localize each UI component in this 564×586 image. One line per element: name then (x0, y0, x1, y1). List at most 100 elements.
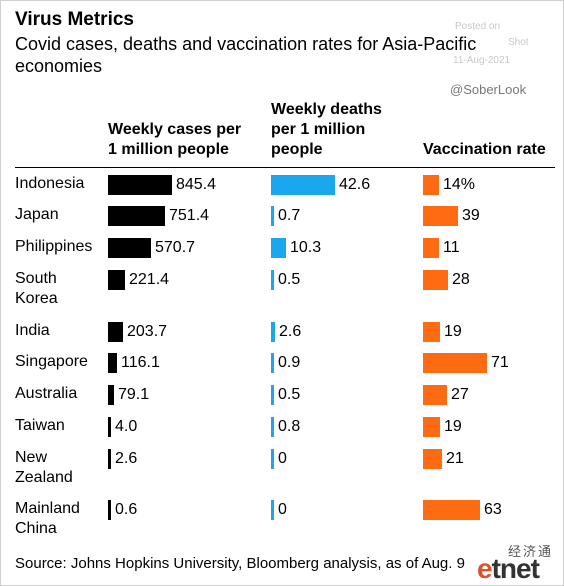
column-header-line: people (271, 141, 323, 158)
bar-series-2 (271, 385, 274, 405)
data-label: 27 (451, 386, 469, 403)
bar-series-3 (423, 322, 440, 342)
bar-series-2 (271, 175, 335, 195)
data-label: 79.1 (118, 386, 150, 403)
bar-series-3 (423, 417, 440, 437)
bar-series-2 (271, 206, 274, 226)
category-label: Mainland China (15, 499, 80, 539)
data-label: 570.7 (155, 239, 196, 256)
column-header-1: Weekly cases per 1 million people (108, 120, 241, 160)
bar-series-1 (108, 417, 111, 437)
bar-series-3 (423, 500, 480, 520)
bar-series-2 (271, 353, 274, 373)
category-label: Singapore (15, 352, 88, 372)
category-label: Indonesia (15, 174, 84, 194)
data-label: 42.6 (339, 176, 371, 193)
data-label: 19 (444, 323, 462, 340)
bar-series-2 (271, 238, 286, 258)
category-label-line: Japan (15, 206, 59, 223)
category-label-line: South (15, 270, 57, 287)
bar-series-2 (271, 449, 274, 469)
data-label: 21 (446, 450, 464, 467)
watermark-date: 11-Aug-2021 (453, 55, 511, 66)
source-note: Source: Johns Hopkins University, Bloomb… (15, 555, 465, 572)
data-label: 203.7 (127, 323, 168, 340)
data-label: 751.4 (169, 207, 210, 224)
category-label: Japan (15, 205, 59, 225)
data-label: 0.9 (278, 354, 301, 371)
chart-subtitle: Covid cases, deaths and vaccination rate… (15, 34, 477, 76)
data-label: 2.6 (115, 450, 138, 467)
data-label: 221.4 (129, 271, 170, 288)
bar-series-3 (423, 175, 439, 195)
bar-series-3 (423, 270, 448, 290)
column-header-line: 1 million people (108, 141, 229, 158)
category-label-line: Philippines (15, 238, 93, 255)
column-header-2: Weekly deaths per 1 million people (271, 100, 382, 160)
bar-series-3 (423, 353, 487, 373)
column-header-line: Weekly deaths (271, 101, 382, 118)
bar-series-1 (108, 270, 125, 290)
data-label: 14% (443, 176, 476, 193)
category-label-line: New (15, 449, 48, 466)
bar-series-3 (423, 206, 458, 226)
column-header-line: Vaccination rate (423, 141, 546, 158)
data-label: 0 (278, 450, 287, 467)
column-header-3: Vaccination rate (423, 140, 546, 160)
data-label: 0.6 (115, 501, 138, 518)
watermark-shot: Shot (508, 37, 529, 48)
data-label: 4.0 (115, 418, 138, 435)
data-label: 2.6 (279, 323, 302, 340)
category-label: Australia (15, 384, 77, 404)
category-label-line: China (15, 520, 57, 537)
chart-title: Virus Metrics (15, 9, 134, 30)
etnet-logo: etnet (477, 553, 540, 584)
category-label-line: Taiwan (15, 417, 65, 434)
category-label: Philippines (15, 237, 92, 257)
column-header-line: per 1 million (271, 121, 366, 138)
category-label-line: Singapore (15, 353, 88, 370)
bar-series-1 (108, 353, 117, 373)
data-label: 0.8 (278, 418, 301, 435)
watermark-posted-on: Posted on (455, 21, 501, 32)
bar-series-1 (108, 206, 165, 226)
data-label: 0.7 (278, 207, 301, 224)
header-divider (15, 167, 555, 168)
category-label: India (15, 321, 50, 341)
category-label-line: Zealand (15, 469, 73, 486)
bar-series-2 (271, 417, 274, 437)
category-label: Taiwan (15, 416, 65, 436)
bar-series-1 (108, 500, 111, 520)
data-label: 39 (462, 207, 480, 224)
bar-series-1 (108, 238, 151, 258)
data-label: 63 (484, 501, 502, 518)
watermark-handle: @SoberLook (450, 82, 527, 97)
data-label: 0 (278, 501, 287, 518)
category-label-line: Australia (15, 385, 78, 402)
bar-series-1 (108, 175, 172, 195)
data-label: 71 (491, 354, 509, 371)
bar-series-3 (423, 238, 439, 258)
bar-series-2 (271, 270, 274, 290)
bar-series-1 (108, 385, 114, 405)
bar-series-3 (423, 449, 442, 469)
bar-series-1 (108, 322, 123, 342)
data-label: 11 (443, 239, 460, 256)
category-label-line: India (15, 322, 50, 339)
column-header-line: Weekly cases per (108, 121, 242, 138)
data-label: 845.4 (176, 176, 217, 193)
data-label: 0.5 (278, 386, 301, 403)
data-label: 28 (452, 271, 470, 288)
data-label: 10.3 (290, 239, 322, 256)
data-label: 19 (444, 418, 462, 435)
category-label-line: Korea (15, 290, 58, 307)
bar-series-2 (271, 322, 275, 342)
bar-series-2 (271, 500, 274, 520)
bar-series-3 (423, 385, 447, 405)
category-label-line: Mainland (15, 500, 80, 517)
logo-chinese-text: 经济通 (508, 544, 554, 559)
data-label: 116.1 (121, 354, 160, 371)
bar-series-1 (108, 449, 111, 469)
category-label: South Korea (15, 269, 58, 309)
data-label: 0.5 (278, 271, 301, 288)
